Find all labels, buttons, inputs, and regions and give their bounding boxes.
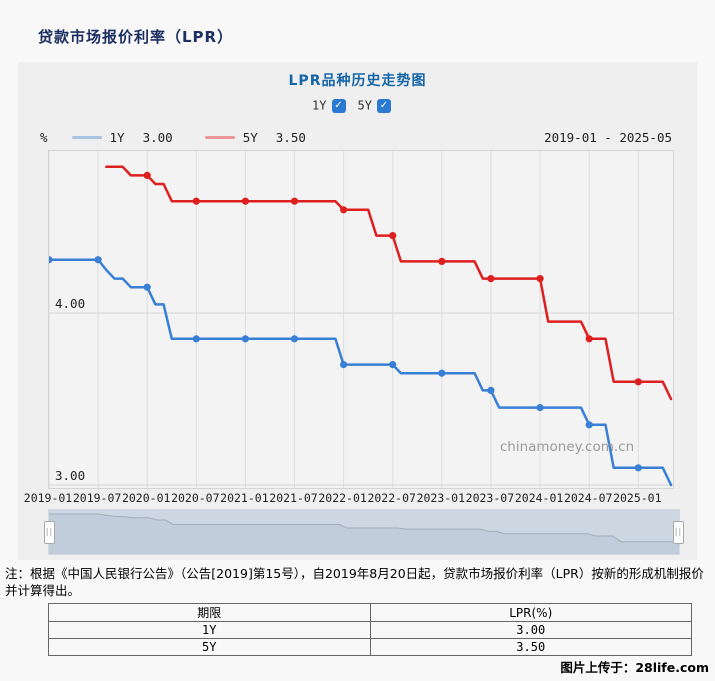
navigator-canvas (49, 513, 680, 554)
legend-line-icon (204, 135, 235, 139)
legend-label: 5Y (242, 129, 258, 145)
footnote: 注：根据《中国人民银行公告》（公告[2019]第15号），自2019年8月20日… (5, 565, 711, 599)
chart-panel: LPR品种历史走势图 1Y ✓ 5Y ✓ % 1Y 3.00 5Y 3.50 2019-01… (18, 62, 697, 560)
toggle-label-1y: 1Y (312, 98, 327, 113)
range-navigator[interactable]: || || (44, 509, 684, 555)
legend-line-icon (71, 135, 102, 139)
navigator-handle-right[interactable]: || (673, 521, 684, 544)
x-axis-label: 2021-07 (269, 491, 318, 505)
table-cell: 3.00 (369, 621, 692, 639)
svg-text:4.00: 4.00 (55, 296, 85, 311)
toggle-checkbox-1y[interactable]: ✓ (331, 98, 346, 113)
chart-title: LPR品种历史走势图 (288, 73, 427, 89)
date-range-label: 2019-01 - 2025-05 (544, 129, 672, 145)
x-axis-label: 2020-07 (171, 491, 220, 505)
page-title: 贷款市场报价利率（LPR） (38, 28, 234, 46)
svg-text:3.00: 3.00 (55, 468, 85, 483)
x-axis-label: 2020-01 (121, 491, 171, 505)
toggle-label-5y: 5Y (357, 98, 372, 113)
legend-label: 1Y (109, 129, 125, 145)
table-header: 期限 (48, 603, 371, 622)
x-axis-label: 2022-07 (367, 491, 416, 505)
upload-credit: 图片上传于：28life.com (560, 660, 709, 675)
lpr-table: 期限 LPR(%) 1Y 3.00 5Y 3.50 (48, 603, 692, 656)
table-cell: 5Y (48, 638, 371, 656)
legend-item-1y: 1Y 3.00 (71, 129, 173, 145)
navigator-handle-left[interactable]: || (44, 521, 55, 544)
table-cell: 1Y (48, 621, 371, 639)
x-axis-label: 2019-07 (72, 491, 122, 505)
toggle-checkbox-5y[interactable]: ✓ (376, 98, 391, 113)
x-axis-label: 2023-07 (465, 491, 515, 505)
x-axis-label: 2022-01 (318, 491, 367, 505)
x-axis-label: 2025-01 (613, 491, 662, 505)
legend-item-5y: 5Y 3.50 (204, 129, 306, 145)
footnote-line2: 并计算得出。 (5, 583, 81, 598)
table-header: LPR(%) (369, 603, 692, 622)
legend-items: 1Y 3.00 5Y 3.50 (71, 129, 338, 145)
plot-area[interactable]: 3.00 4.00 chinamoney.com.cn (48, 150, 674, 489)
footnote-line1: 注：根据《中国人民银行公告》（公告[2019]第15号），自2019年8月20日… (5, 566, 704, 581)
legend-value: 3.00 (142, 129, 173, 145)
y-axis-unit: % (40, 129, 48, 145)
legend-value: 3.50 (275, 129, 306, 145)
table-cell: 3.50 (369, 638, 692, 656)
table-row: 5Y 3.50 (48, 638, 692, 656)
plot-canvas: 3.00 4.00 (49, 151, 673, 488)
x-axis-label: 2024-01 (514, 491, 564, 505)
x-axis-label: 2024-07 (563, 491, 613, 505)
x-axis-label: 2019-01 (23, 491, 73, 505)
legend-row: % 1Y 3.00 5Y 3.50 2019-01 - 2025-05 (18, 128, 697, 146)
x-axis-label: 2023-01 (416, 491, 466, 505)
x-axis: 2019-01 2019-07 2020-01 2020-07 2021-01 2021-… (24, 491, 674, 505)
table-row: 1Y 3.00 (48, 621, 692, 639)
x-axis-label: 2021-01 (220, 491, 269, 505)
series-toggles: 1Y ✓ 5Y ✓ (18, 95, 697, 113)
